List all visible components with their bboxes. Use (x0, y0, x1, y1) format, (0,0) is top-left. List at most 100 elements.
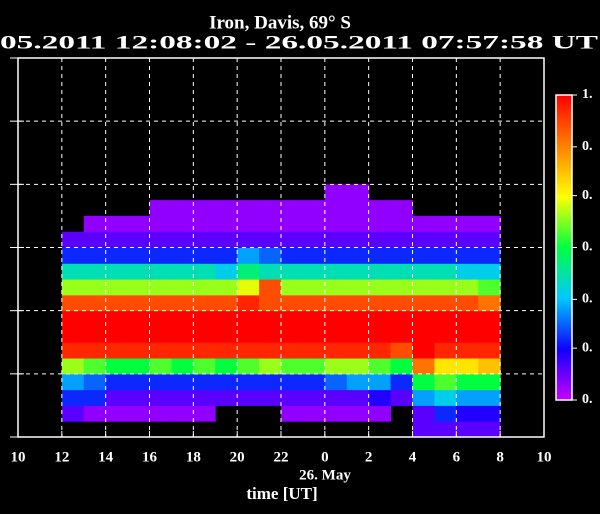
heatmap-cell (171, 294, 194, 312)
heatmap-cell (456, 326, 479, 343)
heatmap-cell (390, 279, 413, 296)
heatmap-cell (456, 405, 479, 422)
heatmap-cell (456, 342, 479, 359)
heatmap-cell (215, 279, 238, 296)
heatmap-cell (215, 247, 238, 264)
annotation: 26. May (299, 467, 351, 483)
heatmap-cell (281, 358, 304, 375)
heatmap-cell (149, 200, 172, 217)
heatmap-cell (127, 326, 150, 343)
heatmap-cell (456, 247, 479, 264)
heatmap-cell (259, 200, 282, 217)
heatmap-cell (237, 263, 260, 280)
heatmap-cell (149, 310, 172, 327)
heatmap-cell (149, 358, 172, 375)
heatmap-cell (237, 358, 260, 375)
heatmap-cell (281, 294, 304, 312)
heatmap-cell (390, 200, 413, 217)
heatmap-cell (434, 231, 457, 248)
heatmap-cell (281, 215, 304, 233)
heatmap-cell (127, 358, 150, 375)
heatmap-cell (193, 263, 216, 280)
heatmap-cell (105, 342, 129, 359)
heatmap-cell (259, 326, 282, 343)
heatmap-cell (171, 200, 194, 217)
heatmap-cell (324, 184, 348, 201)
heatmap-cell (412, 294, 435, 312)
heatmap-cell (61, 247, 85, 264)
heatmap-cell (434, 389, 457, 406)
heatmap-cell (478, 247, 501, 264)
heatmap-cell (259, 231, 282, 248)
colorbar-tick-label: 0. (582, 392, 593, 407)
heatmap-cell (456, 279, 479, 296)
heatmap-cell (193, 215, 216, 233)
heatmap-cell (390, 215, 413, 233)
heatmap-cell (434, 279, 457, 296)
heatmap-cell (61, 263, 85, 280)
heatmap-cell (346, 326, 370, 343)
heatmap-cell (193, 310, 216, 327)
x-tick-label: 22 (274, 449, 289, 465)
heatmap-cell (215, 389, 238, 406)
heatmap-cell (193, 389, 216, 406)
heatmap-cell (259, 263, 282, 280)
heatmap-cell (83, 310, 107, 327)
heatmap-cell (390, 389, 413, 406)
heatmap-cell (193, 326, 216, 343)
heatmap-cell (105, 279, 129, 296)
heatmap-cell (127, 405, 150, 422)
heatmap-cell (324, 279, 348, 296)
heatmap-cell (324, 373, 348, 391)
heatmap-cell (456, 310, 479, 327)
heatmap-cell (237, 294, 260, 312)
heatmap-cell (127, 263, 150, 280)
heatmap-cell (171, 279, 194, 296)
heatmap-cell (105, 231, 129, 248)
heatmap-cell (237, 389, 260, 406)
heatmap-cell (193, 247, 216, 264)
heatmap-cell (105, 310, 129, 327)
heatmap-cell (456, 215, 479, 233)
heatmap-cell (368, 373, 392, 391)
heatmap-cell (215, 231, 238, 248)
heatmap-cell (434, 373, 457, 391)
heatmap-cell (237, 342, 260, 359)
heatmap-cell (105, 263, 129, 280)
heatmap-cell (259, 389, 282, 406)
heatmap-cell (61, 373, 85, 391)
heatmap-cell (215, 342, 238, 359)
heatmap-cell (412, 326, 435, 343)
heatmap-cell (390, 326, 413, 343)
heatmap-cell (368, 389, 392, 406)
heatmap-cell (368, 405, 392, 422)
heatmap-cell (324, 247, 348, 264)
x-tick-label: 10 (537, 449, 552, 465)
heatmap-cell (412, 342, 435, 359)
heatmap-cell (412, 279, 435, 296)
heatmap-cell (368, 247, 392, 264)
heatmap-cell (61, 310, 85, 327)
heatmap-cell (127, 310, 150, 327)
heatmap-cell (281, 279, 304, 296)
heatmap-cell (259, 247, 282, 264)
x-tick-label: 16 (142, 449, 158, 465)
heatmap-cell (61, 342, 85, 359)
heatmap-cell (478, 358, 501, 375)
heatmap-cell (171, 373, 194, 391)
heatmap-cell (346, 358, 370, 375)
heatmap-cell (434, 294, 457, 312)
heatmap-cell (127, 231, 150, 248)
heatmap-cell (346, 373, 370, 391)
heatmap-cell (368, 326, 392, 343)
heatmap-cell (346, 184, 370, 201)
heatmap-cell (171, 247, 194, 264)
colorbar-tick-label: 0. (582, 292, 593, 307)
heatmap-cell (215, 294, 238, 312)
heatmap-cell (302, 389, 326, 406)
heatmap-cell (324, 310, 348, 327)
heatmap-cell (390, 263, 413, 280)
heatmap-cell (368, 310, 392, 327)
colorbar-tick-label: 0. (582, 240, 593, 255)
heatmap-cell (61, 389, 85, 406)
